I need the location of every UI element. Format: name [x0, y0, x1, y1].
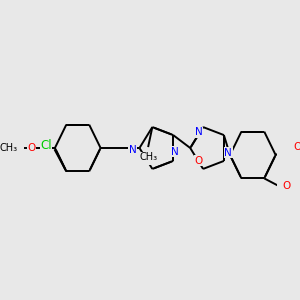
Text: O: O: [195, 156, 203, 166]
Text: N: N: [171, 147, 179, 157]
Text: N: N: [129, 145, 136, 155]
Text: CH₃: CH₃: [0, 143, 18, 153]
Text: O: O: [282, 182, 290, 191]
Text: N: N: [195, 127, 203, 137]
Text: O: O: [27, 143, 35, 153]
Text: CH₃: CH₃: [139, 152, 157, 162]
Text: O: O: [293, 142, 300, 152]
Text: N: N: [224, 148, 232, 158]
Text: Cl: Cl: [40, 139, 52, 152]
Text: N: N: [147, 155, 154, 165]
